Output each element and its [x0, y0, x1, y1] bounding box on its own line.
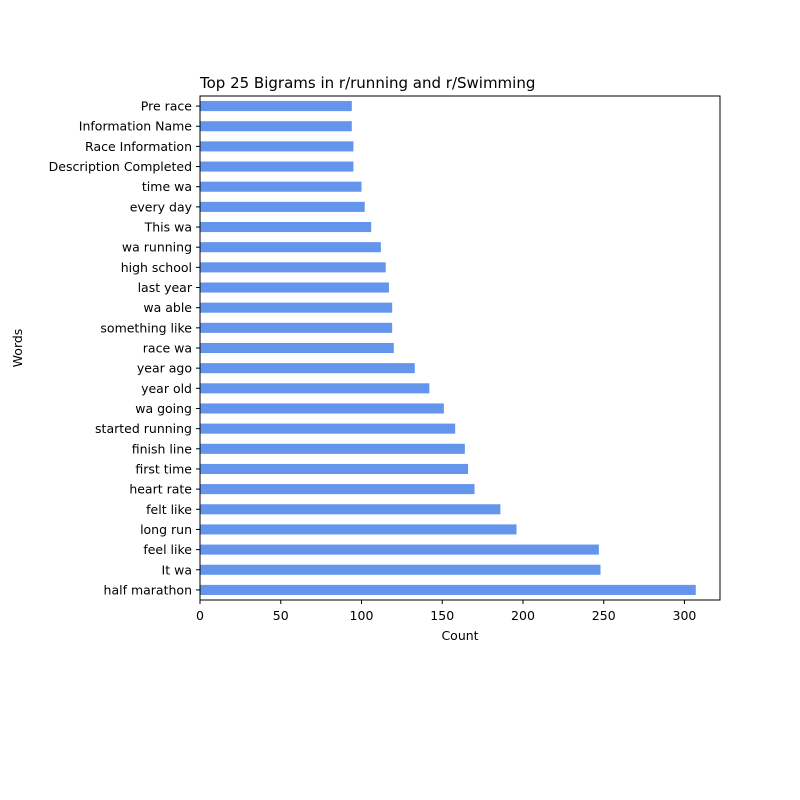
- bar: [200, 222, 372, 233]
- y-tick-label: heart rate: [129, 482, 192, 497]
- x-tick-label: 300: [673, 608, 697, 623]
- y-tick-label: wa going: [135, 401, 192, 416]
- y-tick-label: first time: [135, 461, 192, 476]
- y-tick-label: long run: [140, 522, 192, 537]
- y-tick-label: Description Completed: [49, 159, 192, 174]
- x-tick-label: 250: [592, 608, 616, 623]
- bar: [200, 161, 354, 172]
- bar: [200, 403, 444, 414]
- y-tick-label: feel like: [143, 542, 192, 557]
- bar: [200, 584, 696, 595]
- plot-frame: [199, 95, 721, 601]
- bar: [200, 342, 394, 354]
- bar: [200, 201, 365, 212]
- x-tick-label: 200: [511, 608, 535, 623]
- y-tick-label: every day: [130, 199, 193, 214]
- bar: [200, 463, 469, 474]
- bars-group: [200, 101, 696, 595]
- bar: [200, 423, 456, 434]
- bar: [200, 524, 517, 535]
- bar: [200, 363, 415, 374]
- bar: [200, 302, 393, 313]
- bar: [200, 181, 362, 192]
- y-tick-label: something like: [100, 320, 192, 335]
- x-ticks-group: 0 50 100 150 200 250 300: [196, 600, 696, 623]
- bar: [200, 544, 599, 555]
- y-tick-label: race wa: [143, 341, 192, 356]
- bar: [200, 443, 465, 454]
- y-tick-label: Race Information: [85, 139, 192, 154]
- bar: [200, 242, 381, 253]
- bar: [200, 101, 352, 112]
- bar: [200, 564, 601, 575]
- y-ticks-group: half marathon It wa feel like long run felt …: [49, 99, 200, 597]
- bar: [200, 282, 389, 293]
- y-tick-label: time wa: [142, 179, 192, 194]
- bar: [200, 262, 386, 273]
- x-tick-label: 100: [350, 608, 374, 623]
- y-tick-label: wa running: [122, 240, 192, 255]
- bar: [200, 121, 352, 132]
- x-tick-label: 0: [196, 608, 204, 623]
- y-tick-label: This wa: [144, 220, 192, 235]
- y-tick-label: It wa: [162, 562, 192, 577]
- y-tick-label: started running: [95, 421, 192, 436]
- x-tick-label: 50: [273, 608, 289, 623]
- y-axis-label: Words: [10, 329, 25, 368]
- y-tick-label: Pre race: [141, 99, 193, 114]
- y-tick-label: half marathon: [104, 582, 192, 597]
- bar: [200, 322, 393, 333]
- y-tick-label: year old: [141, 381, 192, 396]
- bar: [200, 141, 354, 152]
- bar: [200, 504, 501, 515]
- bar: [200, 383, 430, 394]
- y-tick-label: wa able: [143, 300, 192, 315]
- y-tick-label: high school: [121, 260, 192, 275]
- x-axis-label: Count: [441, 628, 478, 643]
- y-tick-label: Information Name: [79, 119, 193, 134]
- y-tick-label: year ago: [137, 361, 192, 376]
- bar: [200, 484, 475, 495]
- y-tick-label: finish line: [132, 441, 193, 456]
- chart-title: Top 25 Bigrams in r/running and r/Swimmi…: [199, 74, 535, 92]
- x-tick-label: 150: [430, 608, 454, 623]
- y-tick-label: last year: [138, 280, 193, 295]
- y-tick-label: felt like: [146, 502, 192, 517]
